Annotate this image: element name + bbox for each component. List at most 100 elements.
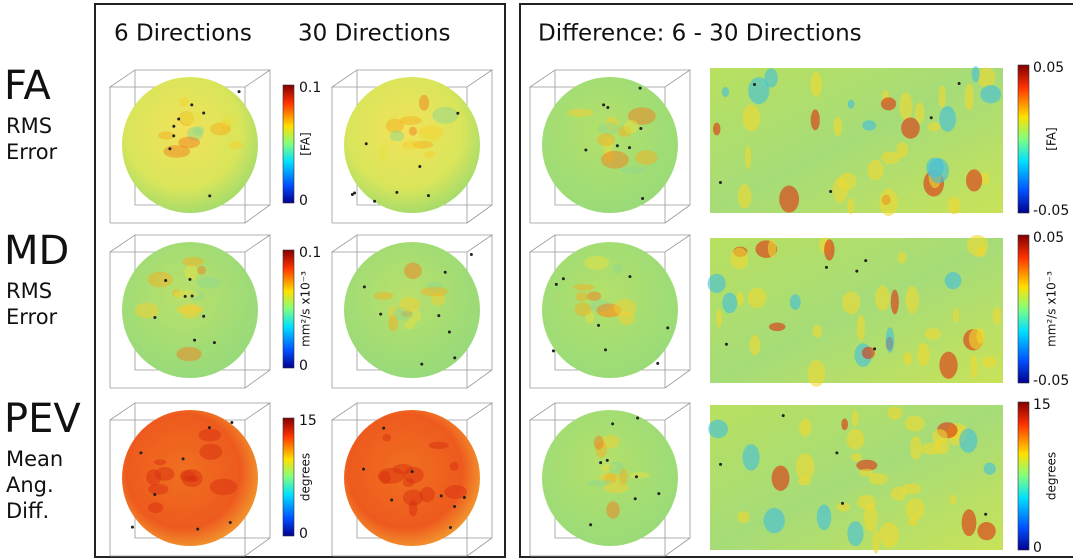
colorbar-max: 0.1 [299,80,321,96]
sample-dot [562,277,565,280]
sphere-texture [618,311,635,325]
sphere-texture [624,120,639,133]
heatmap-texture [906,498,925,520]
heatmap-texture [743,444,760,470]
sphere-texture [419,133,441,142]
sample-dot [353,192,356,195]
heatmap-texture [769,323,785,332]
colorbar-max: 15 [299,413,317,429]
heatmap-texture [879,189,897,216]
heatmap-texture [738,184,752,208]
sphere-texture [597,123,620,134]
heatmap-texture [768,239,776,257]
sphere-texture [148,272,173,288]
sample-dot [855,270,858,273]
heatmap-texture [743,105,760,132]
sample-dot [873,347,876,350]
heatmap-texture [881,151,900,164]
colorbar [283,85,294,203]
colorbar [1018,65,1029,213]
heatmap-texture [713,123,720,136]
heatmap-texture [764,508,785,533]
sample-dot [213,341,216,344]
heatmap-texture [932,429,947,445]
sample-dot [182,457,185,460]
sample-dot [208,194,211,197]
sample-dot [552,349,555,352]
sample-dot [606,106,609,109]
heatmap-texture [745,145,751,169]
row-sublabel: Diff. [6,499,49,523]
sample-dot [373,200,376,203]
sample-dot [470,253,473,256]
colorbar [1018,235,1029,383]
sphere-texture [404,263,422,279]
heatmap-texture [811,72,822,98]
sample-dot [666,326,669,329]
sample-dot [958,82,961,85]
heatmap-texture [925,328,941,339]
sample-dot [420,363,423,366]
heatmap-texture [796,453,815,481]
sphere-texture [181,303,201,319]
sphere-texture [587,291,601,300]
sample-dot [202,315,205,318]
sphere-texture [399,297,419,312]
colorbar-max: 0.05 [1033,230,1064,246]
colorbar-min: 0 [299,358,308,374]
heatmap-texture [731,248,749,270]
sample-dot [191,295,194,298]
heatmap-texture [722,87,729,97]
sample-dot [193,339,196,342]
sample-dot [190,103,193,106]
sphere-texture [382,434,391,442]
heatmap-texture [851,453,862,462]
heatmap-texture [920,443,942,455]
sphere-texture [409,127,417,136]
sample-dot [188,278,191,281]
sample-dot [604,348,607,351]
heatmap-texture [993,307,1001,325]
sample-dot [636,417,639,420]
heatmap-texture [737,511,749,523]
heatmap-texture [748,287,767,308]
heatmap-texture [881,97,896,110]
colorbar [283,250,294,368]
sample-dot [453,356,456,359]
sample-dot [153,493,156,496]
sample-dot [719,463,722,466]
sphere-texture [380,471,391,484]
heatmap-texture [808,360,826,387]
heatmap-texture [716,309,722,327]
sphere-texture [405,321,415,329]
sphere-texture [146,469,161,485]
sphere-texture [597,133,615,146]
colorbar-unit: degrees [299,453,313,501]
heatmap-texture [982,356,997,367]
heatmap-texture [857,314,865,340]
sample-dot [657,492,660,495]
heatmap-texture [847,521,863,546]
sphere-texture [198,429,221,442]
sample-dot [208,426,211,429]
sphere-texture [567,109,593,117]
row-label: PEV [4,396,81,442]
sample-dot [635,475,638,478]
sample-dot [829,190,832,193]
sphere-texture [158,131,174,139]
row-sublabel: RMS [6,114,52,138]
sphere-texture [621,167,647,173]
sample-dot [825,266,828,269]
sample-dot [238,90,241,93]
sample-dot [411,470,414,473]
row-sublabel: Mean [6,447,63,471]
sample-dot [168,147,171,150]
heatmap-texture [847,198,854,214]
heatmap-texture [950,495,956,506]
figure: 6 Directions 30 Directions Difference: 6… [0,0,1073,560]
colorbar-max: 0.05 [1033,60,1064,76]
sample-dot [584,149,587,152]
sample-dot [390,498,393,501]
sample-dot [440,494,443,497]
heatmap-texture [903,352,912,366]
